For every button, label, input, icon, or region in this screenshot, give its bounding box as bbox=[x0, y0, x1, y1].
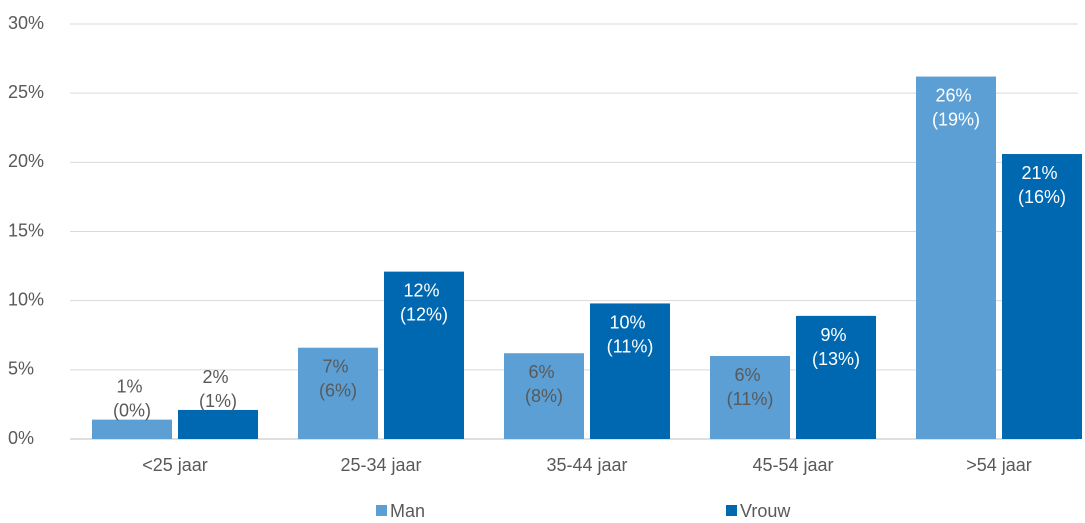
value-label: 12% (12%) bbox=[400, 280, 448, 324]
bar bbox=[916, 76, 996, 440]
value-label: 6% (11%) bbox=[727, 365, 774, 409]
bar bbox=[92, 419, 172, 439]
value-label: 6% (8%) bbox=[525, 362, 563, 406]
value-label: 9% (13%) bbox=[812, 325, 860, 369]
value-label: 10% (11%) bbox=[607, 312, 654, 356]
bar bbox=[384, 271, 464, 439]
legend-swatch bbox=[376, 505, 387, 516]
y-tick-label: 20% bbox=[8, 151, 44, 171]
value-label: 21% (16%) bbox=[1018, 163, 1066, 207]
x-tick-label: 25-34 jaar bbox=[340, 455, 421, 475]
y-tick-label: 25% bbox=[8, 82, 44, 102]
bar bbox=[710, 356, 790, 439]
legend-swatch bbox=[726, 505, 737, 516]
bar bbox=[178, 409, 258, 439]
x-tick-label: <25 jaar bbox=[142, 455, 208, 475]
value-label: 26% (19%) bbox=[932, 85, 980, 129]
legend-label: Vrouw bbox=[740, 501, 791, 521]
value-label: 1% (0%) bbox=[113, 376, 151, 420]
bar bbox=[298, 347, 378, 439]
value-label: 2% (1%) bbox=[199, 367, 237, 411]
legend-label: Man bbox=[390, 501, 425, 521]
y-tick-label: 0% bbox=[8, 428, 34, 448]
bar bbox=[504, 353, 584, 439]
x-tick-label: 45-54 jaar bbox=[752, 455, 833, 475]
bar bbox=[1002, 154, 1082, 440]
value-label: 7% (6%) bbox=[319, 356, 357, 400]
y-tick-label: 5% bbox=[8, 359, 34, 379]
y-tick-label: 15% bbox=[8, 220, 44, 240]
bar bbox=[590, 303, 670, 439]
x-tick-label: 35-44 jaar bbox=[546, 455, 627, 475]
y-tick-label: 30% bbox=[8, 13, 44, 33]
x-tick-label: >54 jaar bbox=[966, 455, 1032, 475]
bar bbox=[796, 315, 876, 439]
y-tick-label: 10% bbox=[8, 289, 44, 309]
